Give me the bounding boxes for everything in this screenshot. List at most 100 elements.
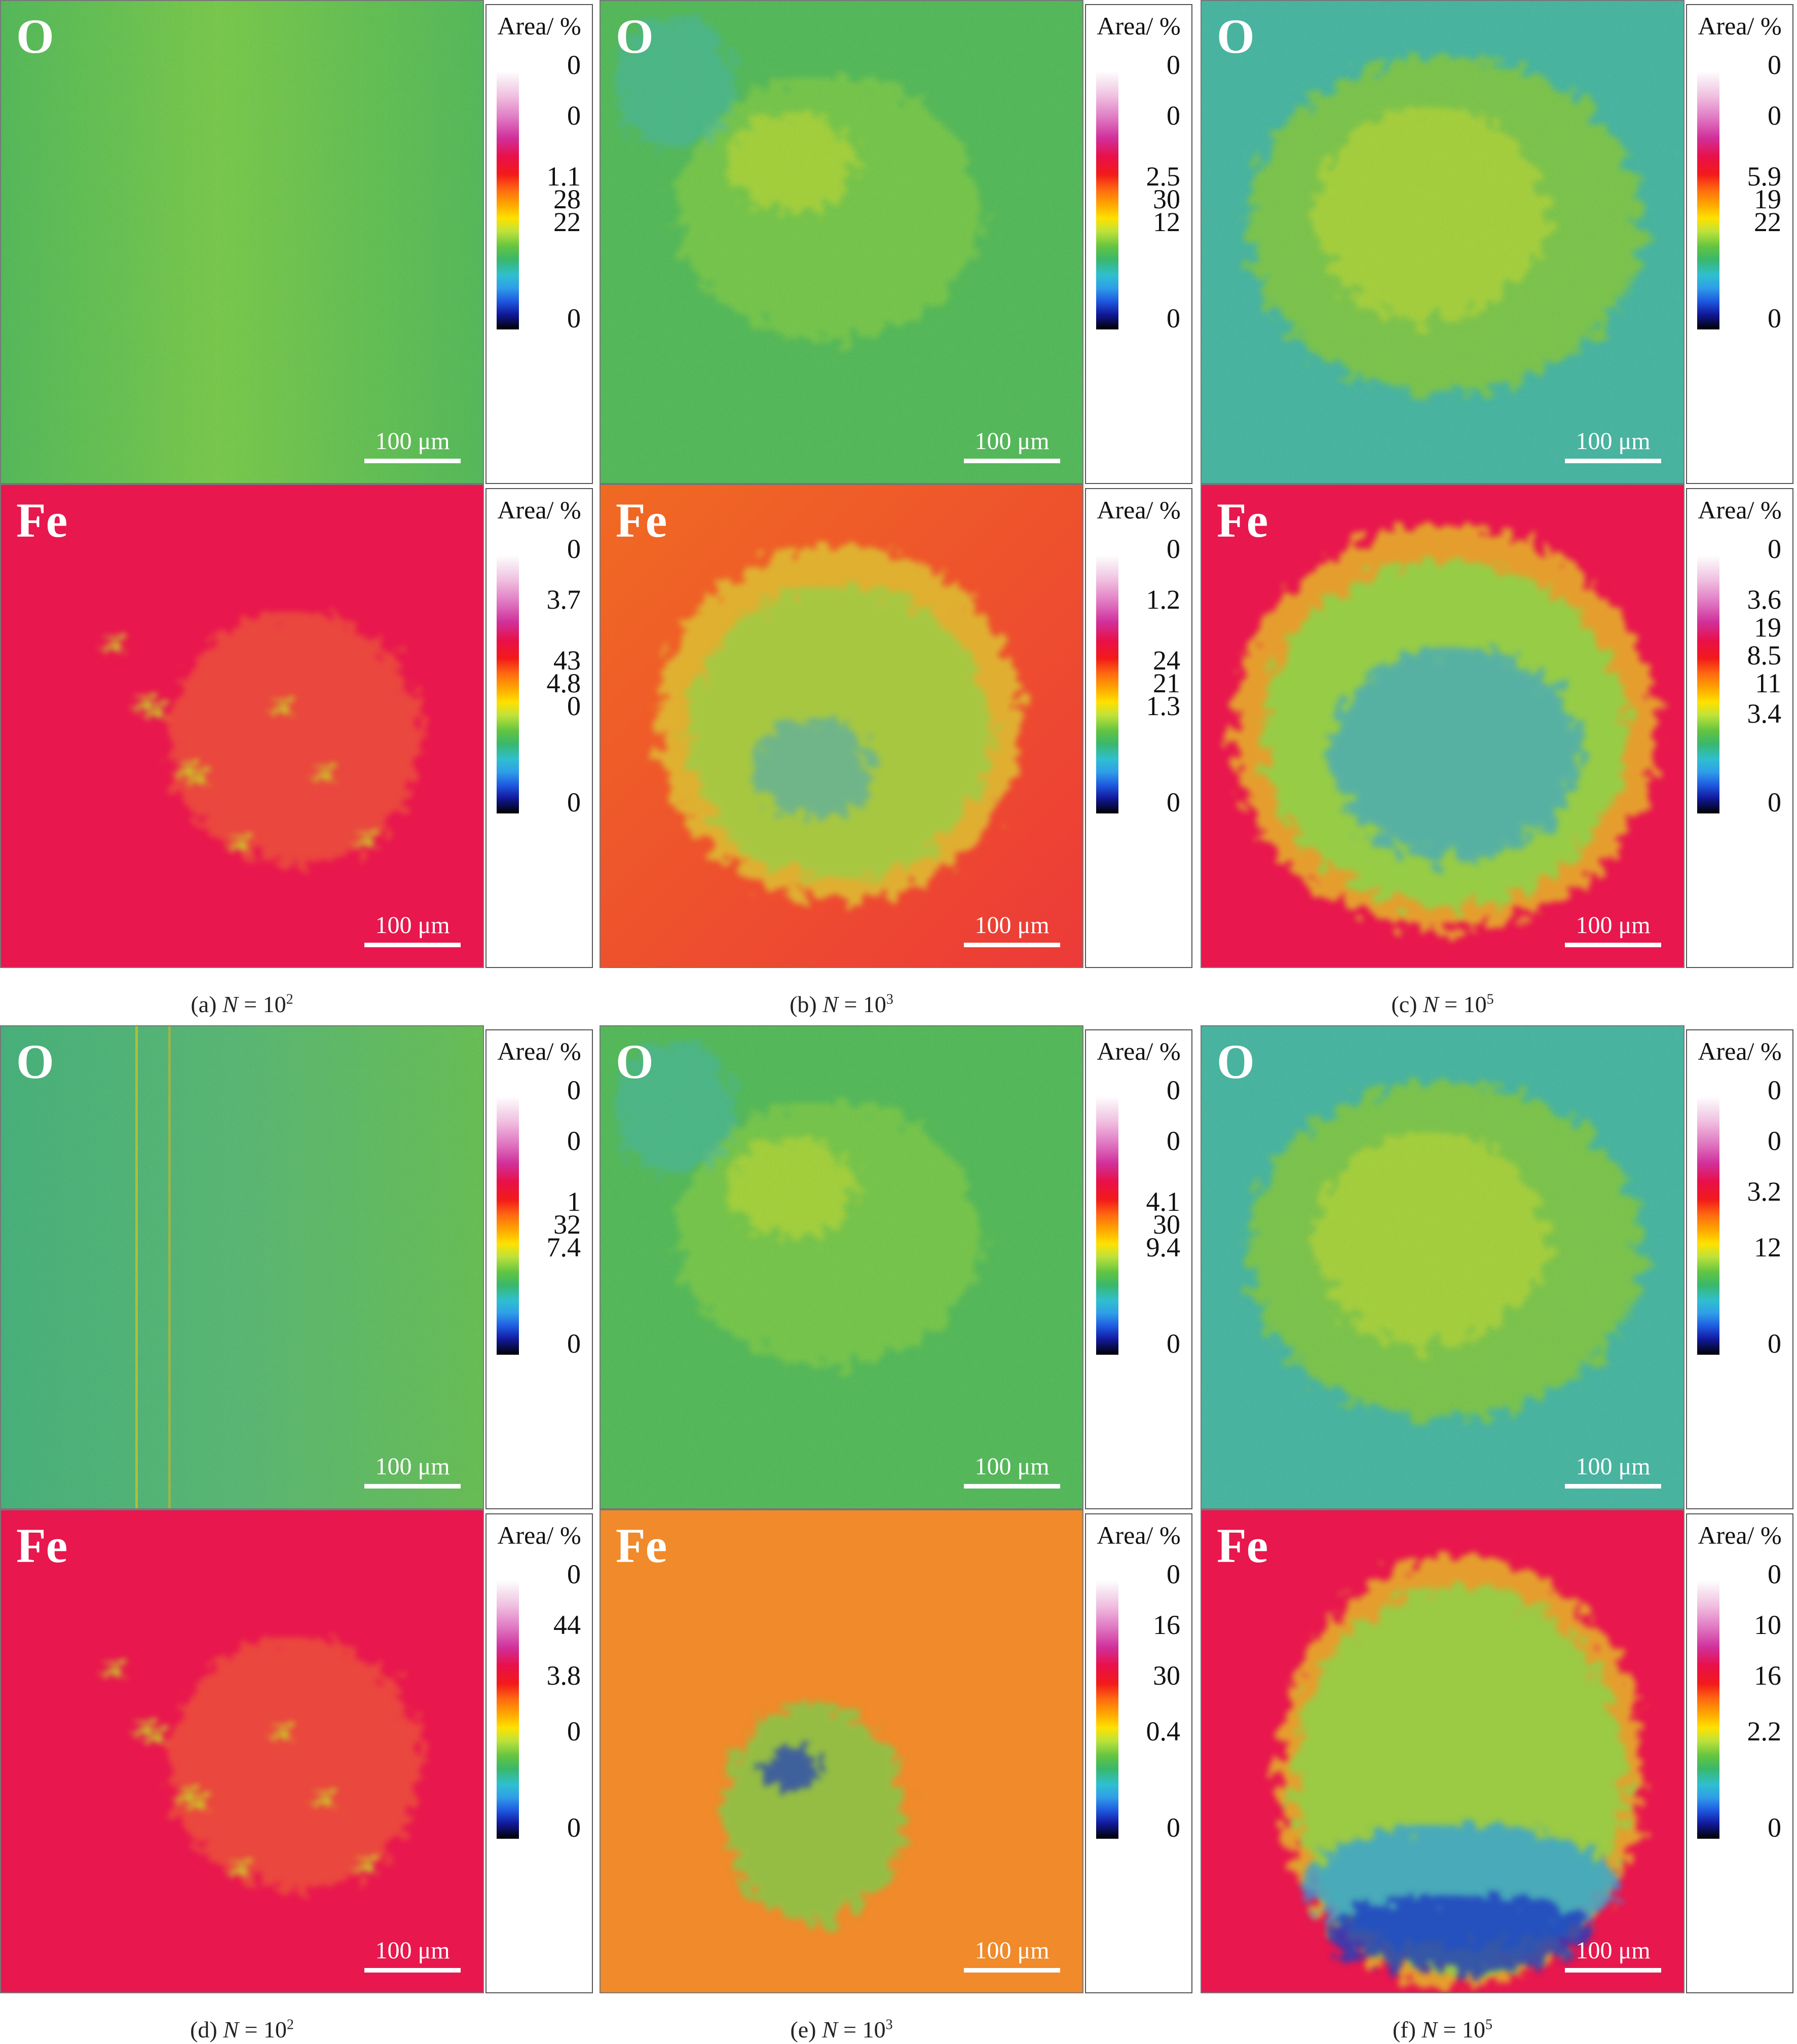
eds-map-panel: Fe 100 μm Area/ % 0 3.7 43 4.8 0 0 xyxy=(0,484,594,968)
element-label: Fe xyxy=(616,1518,667,1573)
legend-value: 32 xyxy=(553,1209,581,1240)
legend-title: Area/ % xyxy=(497,496,581,524)
legend-value: 0 xyxy=(567,50,581,80)
color-bar xyxy=(1096,1096,1118,1355)
panel-caption: (c) N = 105 xyxy=(1201,991,1684,1018)
color-scale-legend: Area/ % 0 0 4.1 30 9.4 0 xyxy=(1085,1029,1192,1509)
color-scale-legend: Area/ % 0 16 30 0.4 0 xyxy=(1085,1513,1192,1993)
legend-value: 30 xyxy=(1153,1660,1180,1691)
legend-value: 0 xyxy=(567,691,581,721)
color-scale-legend: Area/ % 0 44 3.8 0 0 xyxy=(485,1513,593,1993)
legend-value: 0 xyxy=(1167,50,1180,80)
color-bar xyxy=(1697,1096,1719,1355)
scale-bar xyxy=(964,943,1060,947)
legend-value: 11 xyxy=(1755,668,1781,698)
legend-value: 2.2 xyxy=(1747,1716,1782,1746)
legend-value: 1.1 xyxy=(546,161,581,192)
element-label: O xyxy=(1217,1034,1255,1089)
eds-map-panel: Fe 100 μm Area/ % 0 1.2 24 21 1.3 0 xyxy=(600,484,1193,968)
scale-bar-label: 100 μm xyxy=(1576,1937,1651,1964)
scale-bar xyxy=(364,1968,461,1973)
legend-title: Area/ % xyxy=(1698,496,1782,524)
scale-bar-label: 100 μm xyxy=(975,912,1050,939)
caption-variable: N xyxy=(1422,991,1439,1017)
map-speckle xyxy=(1202,1026,1683,1508)
color-scale-legend: Area/ % 0 0 3.2 12 0 xyxy=(1686,1029,1793,1509)
caption-equation: = 10 xyxy=(238,991,286,1017)
scale-bar-label: 100 μm xyxy=(975,428,1050,455)
map-speckle xyxy=(1,1026,483,1508)
scale-bar xyxy=(1565,459,1661,463)
legend-value: 0.4 xyxy=(1146,1716,1181,1746)
caption-equation: = 10 xyxy=(1437,2017,1486,2042)
legend-value: 0 xyxy=(567,303,581,333)
caption-exponent: 5 xyxy=(1485,2017,1493,2033)
caption-equation: = 10 xyxy=(838,991,886,1017)
color-bar xyxy=(497,71,519,329)
legend-value: 0 xyxy=(1768,1075,1781,1105)
caption-variable: N xyxy=(222,991,238,1017)
legend-title: Area/ % xyxy=(1097,12,1181,40)
scale-bar xyxy=(364,459,461,463)
legend-value: 30 xyxy=(1153,184,1180,214)
map-speckle xyxy=(601,1026,1082,1508)
scale-bar-label: 100 μm xyxy=(375,912,450,939)
legend-value: 0 xyxy=(1768,1559,1781,1589)
caption-exponent: 2 xyxy=(286,991,293,1008)
panel-caption: (e) N = 103 xyxy=(600,2016,1083,2043)
eds-map-panel: O 100 μm Area/ % 0 0 2.5 30 12 0 xyxy=(600,0,1193,484)
scale-bar xyxy=(364,943,461,947)
eds-map-panel: Fe 100 μm Area/ % 0 16 30 0.4 0 xyxy=(600,1509,1193,1993)
caption-variable: N xyxy=(1421,2017,1438,2042)
color-bar xyxy=(1096,1580,1118,1839)
legend-title: Area/ % xyxy=(497,1037,581,1065)
caption-exponent: 3 xyxy=(885,2017,893,2033)
scale-bar-label: 100 μm xyxy=(975,1453,1050,1480)
legend-value: 1.3 xyxy=(1146,691,1181,721)
legend-value: 12 xyxy=(1754,1232,1781,1262)
legend-title: Area/ % xyxy=(497,1521,581,1549)
iron-map-image: Fe 100 μm xyxy=(1201,1509,1684,1993)
legend-value: 0 xyxy=(1768,50,1781,80)
oxygen-map-image: O 100 μm xyxy=(0,1025,484,1509)
caption-variable: N xyxy=(821,2017,838,2042)
legend-value: 0 xyxy=(1768,1126,1781,1156)
legend-value: 0 xyxy=(1768,787,1781,817)
eds-map-panel: O 100 μm Area/ % 0 0 5.9 19 22 0 xyxy=(1201,0,1794,484)
iron-map-image: Fe 100 μm xyxy=(0,1509,484,1993)
caption-label: (c) xyxy=(1391,991,1423,1017)
legend-value: 0 xyxy=(1768,100,1781,131)
legend-value: 16 xyxy=(1153,1610,1180,1640)
legend-value: 3.4 xyxy=(1747,698,1782,729)
legend-value: 3.8 xyxy=(546,1660,581,1691)
caption-exponent: 2 xyxy=(286,2017,294,2033)
color-bar xyxy=(1096,555,1118,813)
map-speckle xyxy=(601,1,1082,483)
color-scale-legend: Area/ % 0 0 2.5 30 12 0 xyxy=(1085,4,1192,484)
legend-value: 0 xyxy=(1167,1126,1180,1156)
legend-value: 44 xyxy=(553,1610,581,1640)
caption-label: (d) xyxy=(190,2017,223,2042)
legend-value: 28 xyxy=(553,184,581,214)
color-bar xyxy=(1697,1580,1719,1839)
legend-value: 0 xyxy=(1167,1812,1180,1843)
legend-value: 0 xyxy=(1167,1559,1180,1589)
caption-label: (e) xyxy=(790,2017,822,2042)
scale-bar xyxy=(964,1968,1060,1973)
legend-value: 0 xyxy=(567,787,581,817)
color-scale-legend: Area/ % 0 10 16 2.2 0 xyxy=(1686,1513,1793,1993)
eds-map-panel: O 100 μm Area/ % 0 0 1 32 7.4 0 xyxy=(0,1025,594,1509)
legend-title: Area/ % xyxy=(1698,12,1782,40)
panel-caption: (d) N = 102 xyxy=(0,2016,484,2043)
caption-exponent: 3 xyxy=(886,991,893,1008)
legend-title: Area/ % xyxy=(1097,496,1181,524)
scale-bar-label: 100 μm xyxy=(375,1937,450,1964)
element-label: O xyxy=(616,9,654,63)
legend-title: Area/ % xyxy=(497,12,581,40)
legend-value: 0 xyxy=(567,1075,581,1105)
legend-value: 3.6 xyxy=(1747,584,1782,615)
color-scale-legend: Area/ % 0 3.6 19 8.5 11 3.4 0 xyxy=(1686,488,1793,968)
scale-bar-label: 100 μm xyxy=(975,1937,1050,1964)
legend-value: 0 xyxy=(567,1716,581,1746)
